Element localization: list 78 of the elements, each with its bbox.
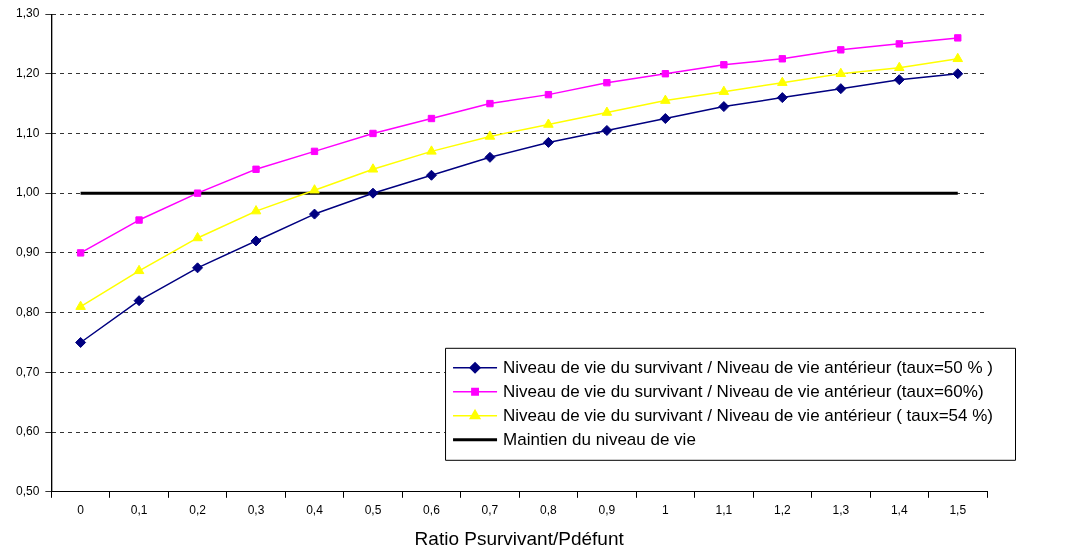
y-tick-label: 1,10 xyxy=(16,125,40,140)
point xyxy=(367,187,379,199)
point xyxy=(76,249,85,257)
x-tick-label: 0,7 xyxy=(481,503,499,518)
point xyxy=(661,70,670,78)
x-tick-label: 1,3 xyxy=(832,503,850,518)
point xyxy=(603,79,611,87)
point xyxy=(484,130,496,140)
y-tick-label: 0,60 xyxy=(16,424,40,439)
point xyxy=(720,61,728,69)
point xyxy=(601,106,613,116)
y-tick-label: 0,70 xyxy=(16,364,40,379)
point xyxy=(544,90,553,99)
point xyxy=(367,163,379,173)
point xyxy=(369,129,377,138)
point xyxy=(542,136,554,148)
legend-label: Niveau de vie du survivant / Niveau de vie antérieur ( taux=54 %) xyxy=(503,406,994,426)
point xyxy=(192,262,204,274)
point xyxy=(309,184,320,194)
x-tick-label: 1,5 xyxy=(949,503,967,518)
x-tick-label: 0,8 xyxy=(540,503,558,518)
point xyxy=(718,85,730,95)
point xyxy=(310,147,319,156)
x-tick-label: 0,9 xyxy=(598,503,616,518)
point xyxy=(309,208,321,220)
x-tick-label: 1 xyxy=(662,503,670,518)
point xyxy=(486,99,494,108)
point xyxy=(192,231,203,242)
point xyxy=(75,300,86,310)
x-tick-label: 0 xyxy=(77,503,85,518)
y-tick-label: 1,30 xyxy=(16,6,40,21)
legend-label: Niveau de vie du survivant / Niveau de vie antérieur (taux=60%) xyxy=(503,382,984,402)
y-tick-label: 1,00 xyxy=(16,185,40,200)
y-tick-label: 0,80 xyxy=(16,304,40,319)
point xyxy=(777,76,788,86)
point xyxy=(776,92,788,104)
point xyxy=(75,336,87,348)
point xyxy=(952,68,964,80)
point xyxy=(252,165,260,173)
y-tick-label: 0,90 xyxy=(16,245,40,260)
point xyxy=(250,205,262,215)
x-tick-label: 1,4 xyxy=(890,503,908,518)
point xyxy=(250,235,262,247)
legend-label: Niveau de vie du survivant / Niveau de vie antérieur (taux=50 % ) xyxy=(503,358,994,378)
point xyxy=(543,118,554,128)
point xyxy=(133,264,145,275)
point xyxy=(954,34,962,42)
point xyxy=(895,40,903,48)
x-tick-label: 0,2 xyxy=(189,503,207,518)
point xyxy=(893,74,905,86)
point xyxy=(659,113,671,125)
point xyxy=(660,94,671,104)
x-tick-label: 0,5 xyxy=(364,503,382,518)
point xyxy=(427,114,436,123)
point xyxy=(601,124,613,136)
x-tick-label: 0,4 xyxy=(306,503,324,518)
x-tick-label: 0,6 xyxy=(423,503,441,518)
x-tick-label: 0,3 xyxy=(247,503,265,518)
y-tick-label: 1,20 xyxy=(16,66,40,81)
x-tick-label: 0,1 xyxy=(130,503,148,518)
point xyxy=(426,145,437,155)
x-tick-label: 1,1 xyxy=(715,503,733,518)
point xyxy=(193,189,202,197)
point xyxy=(133,295,145,307)
x-tick-label: 1,2 xyxy=(773,503,791,518)
point xyxy=(952,52,964,63)
point xyxy=(778,55,787,63)
point xyxy=(837,46,845,54)
point xyxy=(894,61,905,71)
point xyxy=(135,216,143,224)
x-axis-title: Ratio Psurvivant/Pdéfunt xyxy=(414,527,625,549)
point xyxy=(835,83,847,95)
y-tick-label: 0,50 xyxy=(16,484,40,499)
point xyxy=(425,169,437,181)
point xyxy=(718,101,730,113)
point xyxy=(484,151,496,163)
legend-label: Maintien du niveau de vie xyxy=(503,430,696,450)
point xyxy=(835,67,847,77)
